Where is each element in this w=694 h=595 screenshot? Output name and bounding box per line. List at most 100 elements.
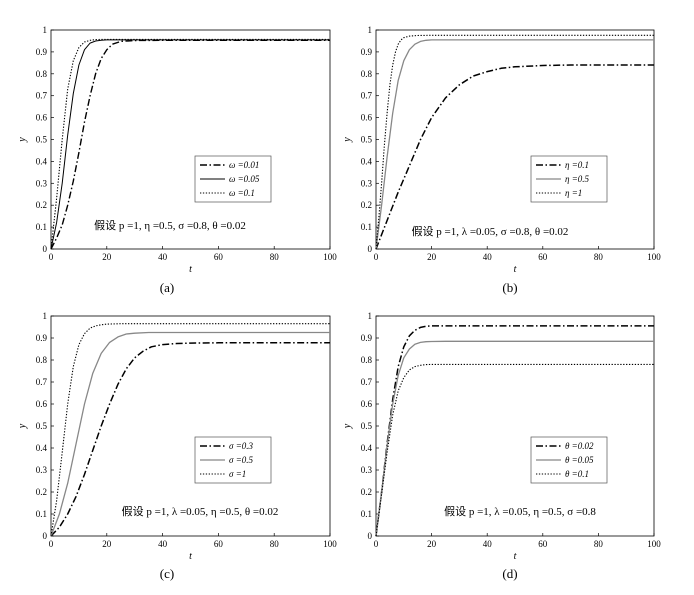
panel-caption: (d) xyxy=(502,566,517,581)
legend-entry: σ =0.3 xyxy=(229,441,254,451)
x-axis-label: t xyxy=(514,551,517,562)
chart-panel-4: 0 0.1 0.2 0.3 0.4 0.5 0.6 0.7 0.8 0.9 1 0 20 40 60 80 10… xyxy=(342,311,661,581)
legend-entry: σ =0.5 xyxy=(229,455,254,465)
legend-entry: η =0.1 xyxy=(565,160,589,170)
y-tick-label: 0.4 xyxy=(36,443,48,453)
x-tick-label: 0 xyxy=(374,252,379,262)
y-tick-label: 0.8 xyxy=(36,69,48,79)
y-tick-label: 0.1 xyxy=(36,222,47,232)
parameter-annotation: 假设 p =1, λ =0.05, η =0.5, σ =0.8 xyxy=(444,504,596,518)
x-tick-label: 80 xyxy=(270,252,280,262)
chart-panel-2: 0 0.1 0.2 0.3 0.4 0.5 0.6 0.7 0.8 0.9 1 0 20 40 60 80 10… xyxy=(342,25,661,295)
y-tick-label: 0.8 xyxy=(361,355,373,365)
y-tick-label: 1 xyxy=(368,25,373,35)
plot-frame xyxy=(375,29,655,250)
y-tick-label: 0.5 xyxy=(361,421,373,431)
panel-caption: (a) xyxy=(160,280,174,295)
x-tick-label: 40 xyxy=(483,252,493,262)
y-tick-label: 0.2 xyxy=(36,200,47,210)
panel-caption: (b) xyxy=(502,280,517,295)
y-tick-label: 0.9 xyxy=(36,47,48,57)
x-tick-label: 20 xyxy=(102,539,112,549)
y-tick-label: 0.8 xyxy=(361,69,373,79)
x-tick-label: 40 xyxy=(158,252,168,262)
x-axis-label: t xyxy=(514,264,517,275)
y-axis-label: y xyxy=(17,423,28,429)
x-tick-label: 80 xyxy=(594,252,604,262)
series-line-1 xyxy=(50,342,330,537)
x-tick-label: 40 xyxy=(158,539,168,549)
series-line-3 xyxy=(50,38,330,250)
series-line-2 xyxy=(375,39,654,250)
x-tick-label: 20 xyxy=(102,252,112,262)
series-line-1 xyxy=(375,325,654,537)
y-tick-label: 0.4 xyxy=(36,156,48,166)
legend-entry: ω =0.05 xyxy=(229,174,260,184)
y-tick-label: 0.6 xyxy=(36,113,48,123)
y-tick-label: 0.3 xyxy=(36,465,48,475)
x-tick-label: 80 xyxy=(270,539,280,549)
x-axis-label: t xyxy=(189,264,192,275)
legend-entry: θ =0.02 xyxy=(565,441,594,451)
y-tick-label: 0 xyxy=(43,244,48,254)
y-tick-label: 0.5 xyxy=(36,421,48,431)
y-tick-label: 0.6 xyxy=(361,399,373,409)
x-tick-label: 20 xyxy=(427,539,437,549)
legend-entry: ω =0.1 xyxy=(229,188,255,198)
series-line-1 xyxy=(50,39,330,250)
x-tick-label: 0 xyxy=(49,539,54,549)
legend-entry: η =1 xyxy=(565,188,582,198)
y-tick-label: 0 xyxy=(43,531,48,541)
parameter-annotation: 假设 p =1, λ =0.05, σ =0.8, θ =0.02 xyxy=(412,224,569,238)
parameter-annotation: 假设 p =1, η =0.5, σ =0.8, θ =0.02 xyxy=(94,218,246,232)
y-axis-label: y xyxy=(342,137,353,143)
y-tick-label: 0.4 xyxy=(361,443,373,453)
y-tick-label: 0.7 xyxy=(36,377,48,387)
x-tick-label: 100 xyxy=(323,252,337,262)
plot-frame xyxy=(50,315,331,537)
chart-panel-3: 0 0.1 0.2 0.3 0.4 0.5 0.6 0.7 0.8 0.9 1 0 20 40 60 80 10… xyxy=(17,311,337,581)
y-tick-label: 0 xyxy=(368,244,373,254)
x-tick-label: 40 xyxy=(483,539,493,549)
series-line-3 xyxy=(375,363,654,537)
y-tick-label: 0.7 xyxy=(36,91,48,101)
y-tick-label: 0.5 xyxy=(361,135,373,145)
x-tick-label: 60 xyxy=(214,539,224,549)
plot-frame xyxy=(50,29,331,250)
series-line-1 xyxy=(375,64,654,250)
x-tick-label: 60 xyxy=(538,252,548,262)
x-tick-label: 20 xyxy=(427,252,437,262)
y-axis-label: y xyxy=(17,137,28,143)
y-tick-label: 0.3 xyxy=(361,465,373,475)
y-tick-label: 0.3 xyxy=(36,178,48,188)
parameter-annotation: 假设 p =1, λ =0.05, η =0.5, θ =0.02 xyxy=(122,504,279,518)
x-tick-label: 100 xyxy=(647,252,661,262)
y-tick-label: 0.9 xyxy=(361,333,373,343)
series-line-2 xyxy=(50,331,330,537)
series-line-2 xyxy=(50,39,330,250)
x-tick-label: 100 xyxy=(647,539,661,549)
y-tick-label: 0.4 xyxy=(361,156,373,166)
x-axis-label: t xyxy=(189,551,192,562)
y-tick-label: 0.8 xyxy=(36,355,48,365)
x-tick-label: 0 xyxy=(374,539,379,549)
plot-frame xyxy=(375,315,655,537)
y-tick-label: 0.3 xyxy=(361,178,373,188)
y-tick-label: 0.9 xyxy=(36,333,48,343)
y-tick-label: 1 xyxy=(368,311,373,321)
y-tick-label: 0.2 xyxy=(36,487,47,497)
x-tick-label: 100 xyxy=(323,539,337,549)
y-tick-label: 0.7 xyxy=(361,377,373,387)
legend-entry: θ =0.1 xyxy=(565,469,589,479)
x-tick-label: 60 xyxy=(214,252,224,262)
x-tick-label: 80 xyxy=(594,539,604,549)
y-tick-label: 0.9 xyxy=(361,47,373,57)
x-tick-label: 60 xyxy=(538,539,548,549)
y-tick-label: 0.2 xyxy=(361,487,372,497)
y-tick-label: 0.1 xyxy=(36,509,47,519)
series-line-3 xyxy=(50,323,330,537)
legend-entry: σ =1 xyxy=(229,469,246,479)
y-tick-label: 0 xyxy=(368,531,373,541)
y-tick-label: 1 xyxy=(43,25,48,35)
